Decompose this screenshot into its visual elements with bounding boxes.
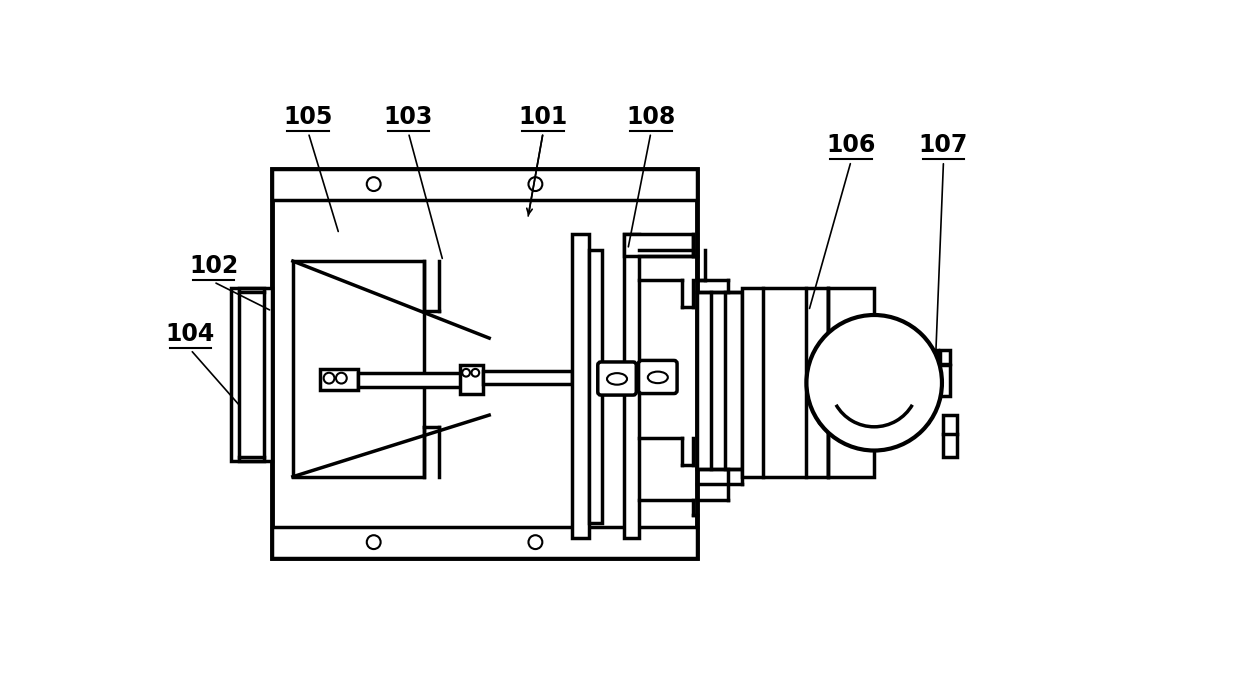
Bar [484,371,572,384]
Ellipse shape [647,372,668,383]
FancyBboxPatch shape [639,360,677,393]
Circle shape [528,536,542,549]
Circle shape [324,372,335,384]
Circle shape [528,177,542,191]
Circle shape [471,369,479,377]
Text: 103: 103 [383,105,433,129]
Bar [742,288,828,477]
Text: 108: 108 [626,105,676,129]
Text: 107: 107 [919,133,968,157]
Bar [460,365,484,393]
Bar [320,369,358,390]
Circle shape [463,369,470,377]
Bar [828,288,874,477]
Circle shape [650,375,660,386]
Text: 104: 104 [166,322,215,346]
Circle shape [336,372,347,384]
Bar [293,261,424,477]
Bar [272,169,697,199]
Circle shape [367,536,381,549]
Circle shape [367,177,381,191]
Bar [624,234,640,538]
Text: 101: 101 [518,105,568,129]
Bar [928,349,939,363]
Bar [272,169,697,557]
Bar [940,349,950,363]
Ellipse shape [608,373,627,385]
Text: 102: 102 [188,254,238,278]
Bar [231,288,272,461]
Bar [944,415,957,458]
Bar [928,365,950,396]
Bar [272,526,697,557]
Bar [358,372,466,386]
Text: 105: 105 [284,105,332,129]
Bar [624,234,693,256]
Bar [589,249,601,523]
Bar [572,234,589,538]
Bar [697,292,742,469]
Text: 106: 106 [826,133,875,157]
Circle shape [806,315,942,451]
FancyBboxPatch shape [598,362,636,395]
